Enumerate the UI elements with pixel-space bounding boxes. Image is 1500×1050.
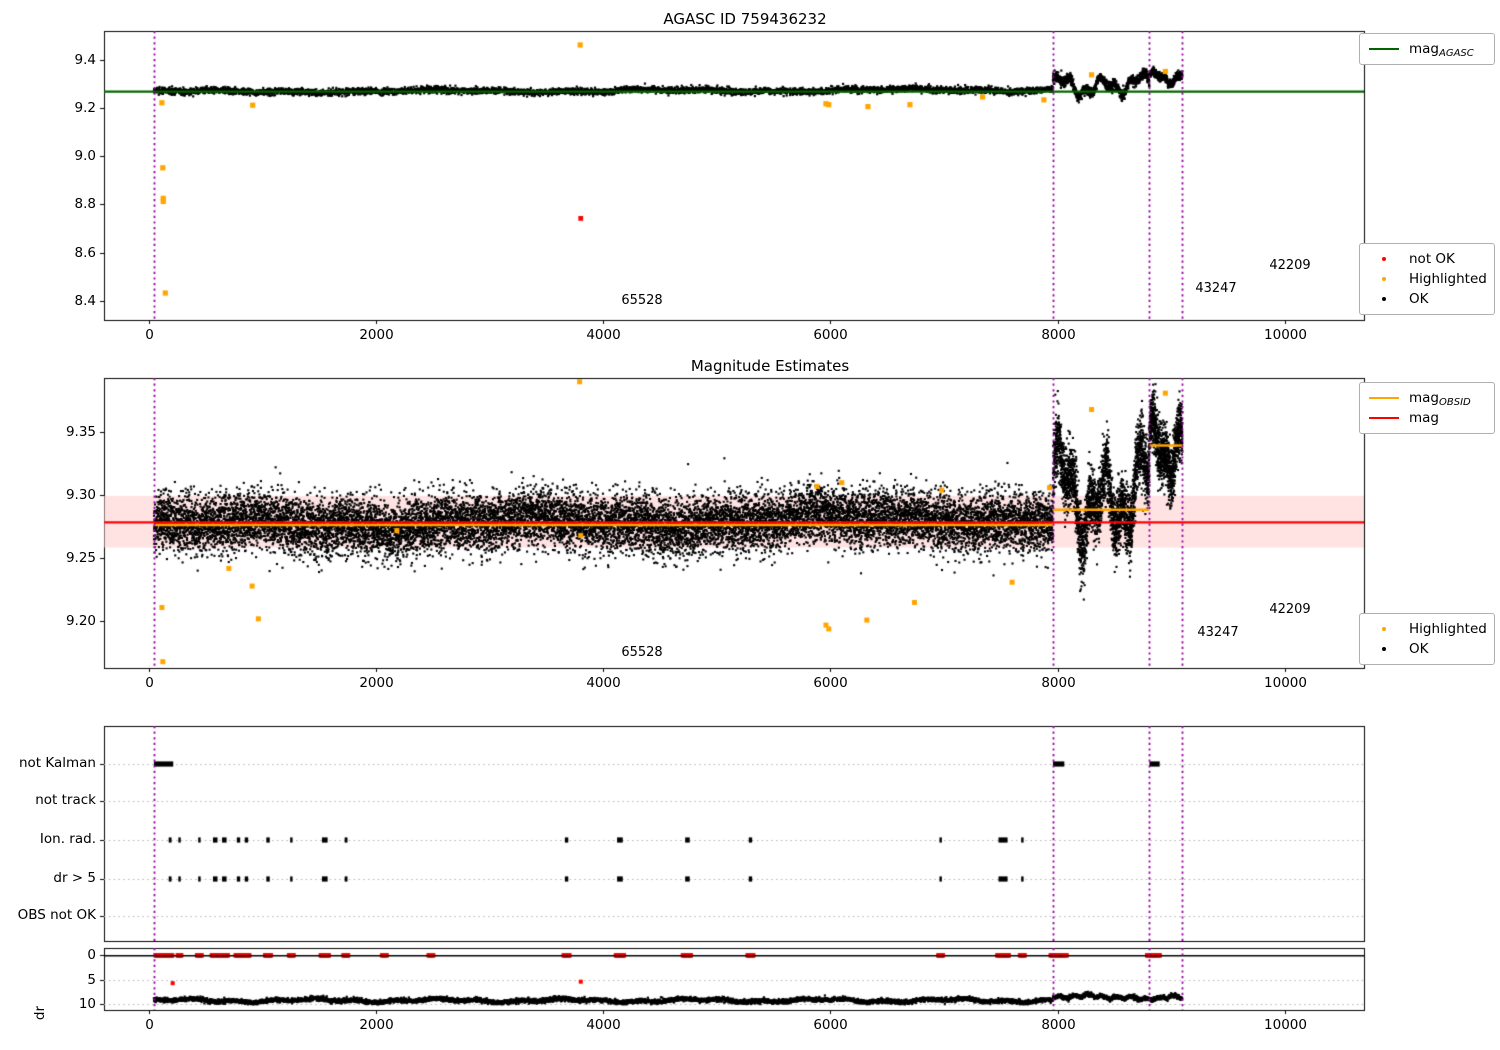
obsid-annotation: 42209 [1269,602,1311,617]
flag-row-label: not Kalman [18,755,96,771]
obsid-annotation: 65528 [621,293,663,308]
x-tick-label: 10000 [1264,1017,1307,1033]
panel2-title: Magnitude Estimates [690,357,850,375]
x-tick-label: 0 [145,675,154,691]
x-tick-label: 6000 [813,327,848,343]
panel2-y-tick-label: 9.35 [65,423,96,440]
panel1-title: AGASC ID 759436232 [663,10,827,28]
dr-tick-label: 5 [87,971,96,988]
x-tick-label: 8000 [1041,675,1076,691]
flag-row-label: Ion. rad. [39,831,96,847]
x-tick-label: 0 [145,1017,154,1033]
x-tick-label: 4000 [586,1017,621,1033]
panel1-y-tick-label: 8.6 [74,244,96,261]
x-tick-label: 0 [145,327,154,343]
panel2-y-tick-label: 9.25 [65,549,96,566]
x-tick-label: 6000 [813,1017,848,1033]
x-tick-label: 2000 [359,327,394,343]
flag-row-label: dr > 5 [53,870,96,886]
panel2-y-tick-label: 9.30 [65,486,96,503]
obsid-annotation: 43247 [1197,625,1239,640]
panel1-y-tick-label: 8.4 [74,292,96,309]
dr-tick-label: 10 [78,995,96,1012]
dr-tick-label: 0 [87,946,96,963]
x-tick-label: 8000 [1041,327,1076,343]
x-tick-label: 2000 [359,675,394,691]
obsid-annotation: 43247 [1195,281,1237,296]
panel1-y-tick-label: 9.0 [74,147,96,164]
x-tick-label: 10000 [1264,327,1307,343]
x-tick-label: 10000 [1264,675,1307,691]
panel1-y-tick-label: 8.8 [74,195,96,212]
flag-row-label: OBS not OK [17,907,96,923]
flag-row-label: not track [35,792,96,808]
obsid-annotation: 65528 [621,645,663,660]
x-tick-label: 4000 [586,327,621,343]
x-tick-label: 4000 [586,675,621,691]
x-tick-label: 8000 [1041,1017,1076,1033]
panel1-y-tick-label: 9.2 [74,99,96,116]
x-tick-label: 2000 [359,1017,394,1033]
x-tick-label: 6000 [813,675,848,691]
panel2-y-tick-label: 9.20 [65,612,96,629]
panel1-y-tick-label: 9.4 [74,51,96,68]
obsid-annotation: 42209 [1269,258,1311,273]
